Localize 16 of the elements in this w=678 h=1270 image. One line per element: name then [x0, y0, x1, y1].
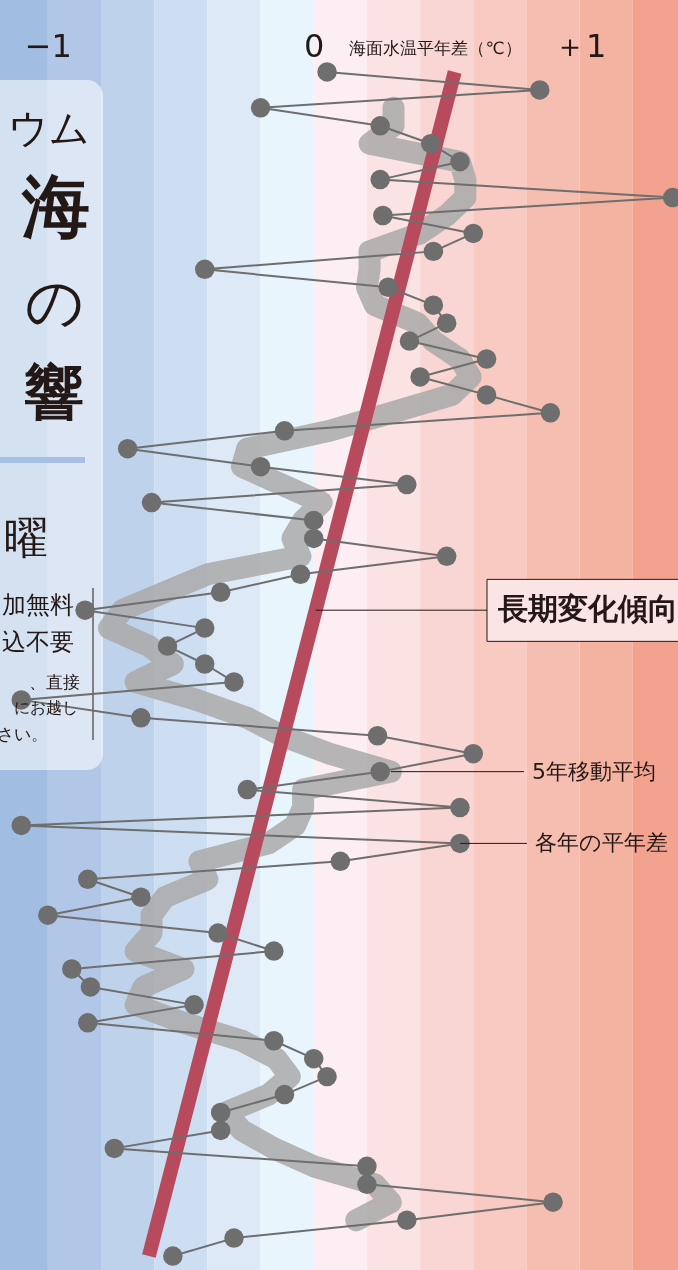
annotation: 海	[21, 167, 90, 246]
annotation: さい。	[0, 724, 48, 744]
text: 5年移動平均	[532, 758, 656, 784]
text: 長期変化傾向	[497, 591, 678, 627]
annotation: 込不要	[2, 628, 74, 656]
annotation: 、直接	[29, 672, 80, 692]
x-axis-title: 海面水温平年差（℃）	[349, 37, 522, 58]
annotation: 響	[24, 357, 84, 427]
x-tick-label: ＋1	[553, 26, 607, 65]
annotation: の	[25, 268, 84, 336]
x-tick-label: 0	[304, 26, 325, 65]
x-tick-label: −1	[24, 26, 72, 65]
annotation: 曜	[4, 512, 48, 563]
annotation: 加無料	[2, 591, 74, 619]
text: 各年の平年差	[535, 830, 668, 856]
annotation: ウム	[8, 105, 90, 151]
